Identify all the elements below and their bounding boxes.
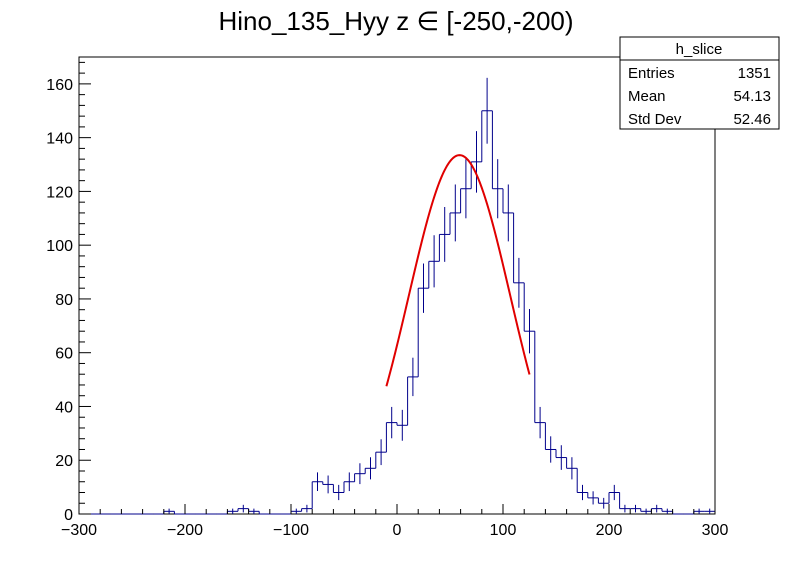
y-tick-label: 60 <box>55 346 73 363</box>
x-tick-label: 200 <box>596 522 623 539</box>
stats-stddev-value: 52.46 <box>733 111 771 128</box>
histogram-series <box>79 110 715 515</box>
stats-entries-value: 1351 <box>738 65 771 82</box>
y-tick-label: 100 <box>46 238 73 255</box>
y-axis: 0 20 40 60 80 100 120 140 160 <box>46 61 91 524</box>
stats-mean-value: 54.13 <box>733 88 771 105</box>
y-tick-label: 140 <box>46 131 73 148</box>
fit-curve-line <box>385 154 531 387</box>
x-tick-label: 300 <box>702 522 729 539</box>
stats-box: h_slice Entries 1351 Mean 54.13 Std Dev … <box>619 36 780 130</box>
y-tick-label: 80 <box>55 292 73 309</box>
x-tick-label: 0 <box>393 522 402 539</box>
chart-title: Hino_135_Hyy z ∈ [-250,-200) <box>218 6 573 36</box>
error-bars <box>168 77 711 514</box>
y-tick-label: 20 <box>55 453 73 470</box>
gaussian-fit-curve <box>385 154 531 387</box>
x-tick-label: −100 <box>273 522 309 539</box>
x-tick-label: 100 <box>490 522 517 539</box>
x-tick-label: −300 <box>61 522 97 539</box>
y-tick-label: 120 <box>46 184 73 201</box>
stats-box-frame <box>619 36 780 130</box>
x-tick-label: −200 <box>167 522 203 539</box>
stats-entries-label: Entries <box>628 65 675 82</box>
x-axis: −300 −200 −100 0 100 200 300 <box>61 504 728 539</box>
y-tick-label: 160 <box>46 77 73 94</box>
stats-mean-label: Mean <box>628 88 666 105</box>
y-tick-label: 40 <box>55 399 73 416</box>
stats-stddev-label: Std Dev <box>628 111 682 128</box>
y-tick-label: 0 <box>64 507 73 524</box>
stats-box-title: h_slice <box>676 41 723 58</box>
